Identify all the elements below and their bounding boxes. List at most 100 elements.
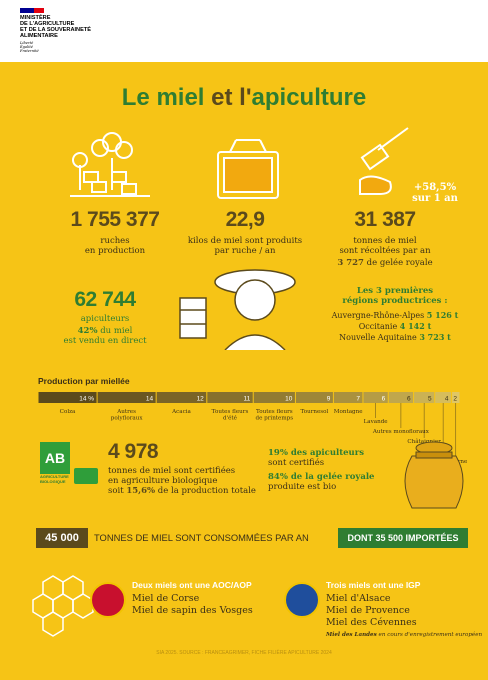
segment-value: 14 %: [79, 396, 94, 403]
bio-royal: 84% de la gelée royale: [268, 472, 375, 482]
ministry-line: DE L'AGRICULTURE: [20, 21, 75, 27]
label-line: par ruche / an: [214, 246, 276, 256]
production-segment: [435, 392, 452, 403]
motto-line: Liberté: [20, 41, 34, 45]
regions-list: Auvergne-Rhône-Alpes 5 126 t Occitanie 4 …: [310, 310, 480, 343]
consumption-imported: DONT 35 500 IMPORTÉES: [338, 528, 468, 548]
consumption-value: 45 000: [36, 528, 88, 548]
ab-text: AGRICULTURE BIOLOGIQUE: [40, 474, 98, 484]
category-label: Châtaignier: [407, 438, 441, 445]
aoc-item: Miel de Corse: [132, 593, 200, 604]
frame-icon: [218, 140, 278, 198]
beekeeper-icon: [180, 269, 296, 350]
production-segment: [253, 392, 295, 403]
segment-value: 7: [356, 396, 360, 403]
label-line: produite est bio: [268, 482, 337, 492]
direct-sales: 42% du miel est vendu en direct: [40, 326, 170, 346]
production-segment: [97, 392, 156, 403]
region-row: Occitanie 4 142 t: [310, 321, 480, 332]
label-line: Les 3 premières: [356, 286, 434, 296]
igp-pending: Miel des Landes en cours d'enregistremen…: [326, 632, 482, 638]
ministry-line: ET DE LA SOUVERAINETÉ: [20, 27, 91, 33]
category-label: Acacia: [171, 409, 191, 415]
production-segment: [414, 392, 435, 403]
category-label: Autres polyfloraux: [111, 409, 144, 422]
motto: Liberté Égalité Fraternité: [20, 41, 39, 53]
production-segment: [156, 392, 207, 403]
label-line: sont certifiés: [268, 458, 325, 468]
flag-red: [34, 8, 44, 13]
bio-beekeepers: 19% des apiculteurs: [268, 448, 365, 458]
production-segment: [207, 392, 253, 403]
aoc-list: Miel de Corse Miel de sapin des Vosges: [132, 593, 253, 617]
label-line: en agriculture biologique: [108, 476, 218, 486]
category-label: Autres monofloraux: [372, 429, 430, 435]
ab-logo: AB AGRICULTURE BIOLOGIQUE: [40, 442, 98, 492]
regions-title: Les 3 premières régions productrices :: [320, 286, 470, 306]
igp-seal: [285, 583, 319, 617]
region-row: Auvergne-Rhône-Alpes 5 126 t: [310, 310, 480, 321]
label-icons: [28, 562, 328, 646]
label-line: tonnes de miel sont certifiées: [108, 466, 236, 476]
segment-value: 5: [428, 396, 432, 403]
segment-value: 6: [407, 396, 411, 403]
category-label: Colza: [60, 409, 76, 415]
igp-list: Miel d'Alsace Miel de Provence Miel des Cé…: [326, 593, 417, 629]
aoc-item: Miel de sapin des Vosges: [132, 605, 253, 616]
label-line: de la production totale: [155, 486, 256, 496]
tonnes-value: 31 387: [354, 208, 416, 231]
flag-blue: [20, 8, 34, 13]
label-line: régions productrices :: [342, 296, 448, 306]
kilos-value: 22,9: [225, 208, 265, 231]
pending-label: en cours d'enregistrement européen: [376, 632, 483, 638]
hexagons: [33, 576, 93, 636]
production-segment: [452, 392, 460, 403]
ministry-line: MINISTÈRE: [20, 15, 51, 21]
bio-share: 15,6%: [126, 486, 156, 496]
beekeepers-label: apiculteurs: [80, 314, 130, 324]
pending-name: Miel des Landes: [326, 632, 377, 638]
igp-item: Miel de Provence: [326, 605, 410, 616]
igp-title: Trois miels ont une IGP: [326, 580, 421, 590]
bio-right: 19% des apiculteurs sont certifiés 84% de…: [268, 448, 374, 492]
igp-item: Miel des Cévennes: [326, 617, 417, 628]
production-title: Production par miellée: [38, 376, 130, 386]
hives-label: ruches en production: [40, 236, 190, 256]
beekeepers-value: 62 744: [74, 288, 136, 311]
category-label: Toutes fleurs de printemps: [255, 409, 293, 422]
title-part: apiculture: [251, 84, 367, 111]
region-row: Nouvelle Aquitaine 3 723 t: [310, 332, 480, 343]
direct-label: du miel: [97, 326, 133, 336]
production-segment: [388, 392, 414, 403]
growth-label: sur 1 an: [412, 193, 458, 204]
segment-value: 6: [382, 396, 386, 403]
honey-pot: [396, 441, 472, 516]
bio-value: 4 978: [108, 440, 159, 463]
kilos-label: kilos de miel sont produits par ruche / a…: [160, 236, 330, 256]
region-name: Nouvelle Aquitaine: [339, 333, 420, 342]
footer: SIA 2025. SOURCE : FRANCEAGRIMER, FICHE …: [156, 650, 332, 656]
ab-line: BIOLOGIQUE: [40, 479, 66, 484]
segment-value: 12: [197, 396, 205, 403]
ministry-line: ALIMENTAIRE: [20, 33, 58, 39]
title: Le miel et l'apiculture: [0, 84, 488, 112]
direct-value: 42%: [77, 326, 98, 336]
production-segment: [363, 392, 388, 403]
royal-jelly: 3 727 de gelée royale: [310, 258, 460, 268]
eu-leaf: [74, 468, 98, 484]
production-segment: [38, 392, 97, 403]
bio-label: tonnes de miel sont certifiées en agricul…: [108, 466, 256, 496]
illustrations: [0, 120, 488, 350]
label-line: tonnes de miel: [353, 236, 417, 246]
segment-value: 4: [445, 396, 449, 403]
aoc-seal: [91, 583, 125, 617]
igp-item: Miel d'Alsace: [326, 593, 391, 604]
segment-value: 11: [243, 396, 250, 403]
region-name: Auvergne-Rhône-Alpes: [331, 311, 427, 320]
ab-mark: AB: [40, 442, 70, 474]
category-label: Toutes fleurs d'été: [212, 409, 249, 422]
ab-line: AGRICULTURE: [40, 474, 69, 479]
hives-value: 1 755 377: [70, 208, 160, 231]
